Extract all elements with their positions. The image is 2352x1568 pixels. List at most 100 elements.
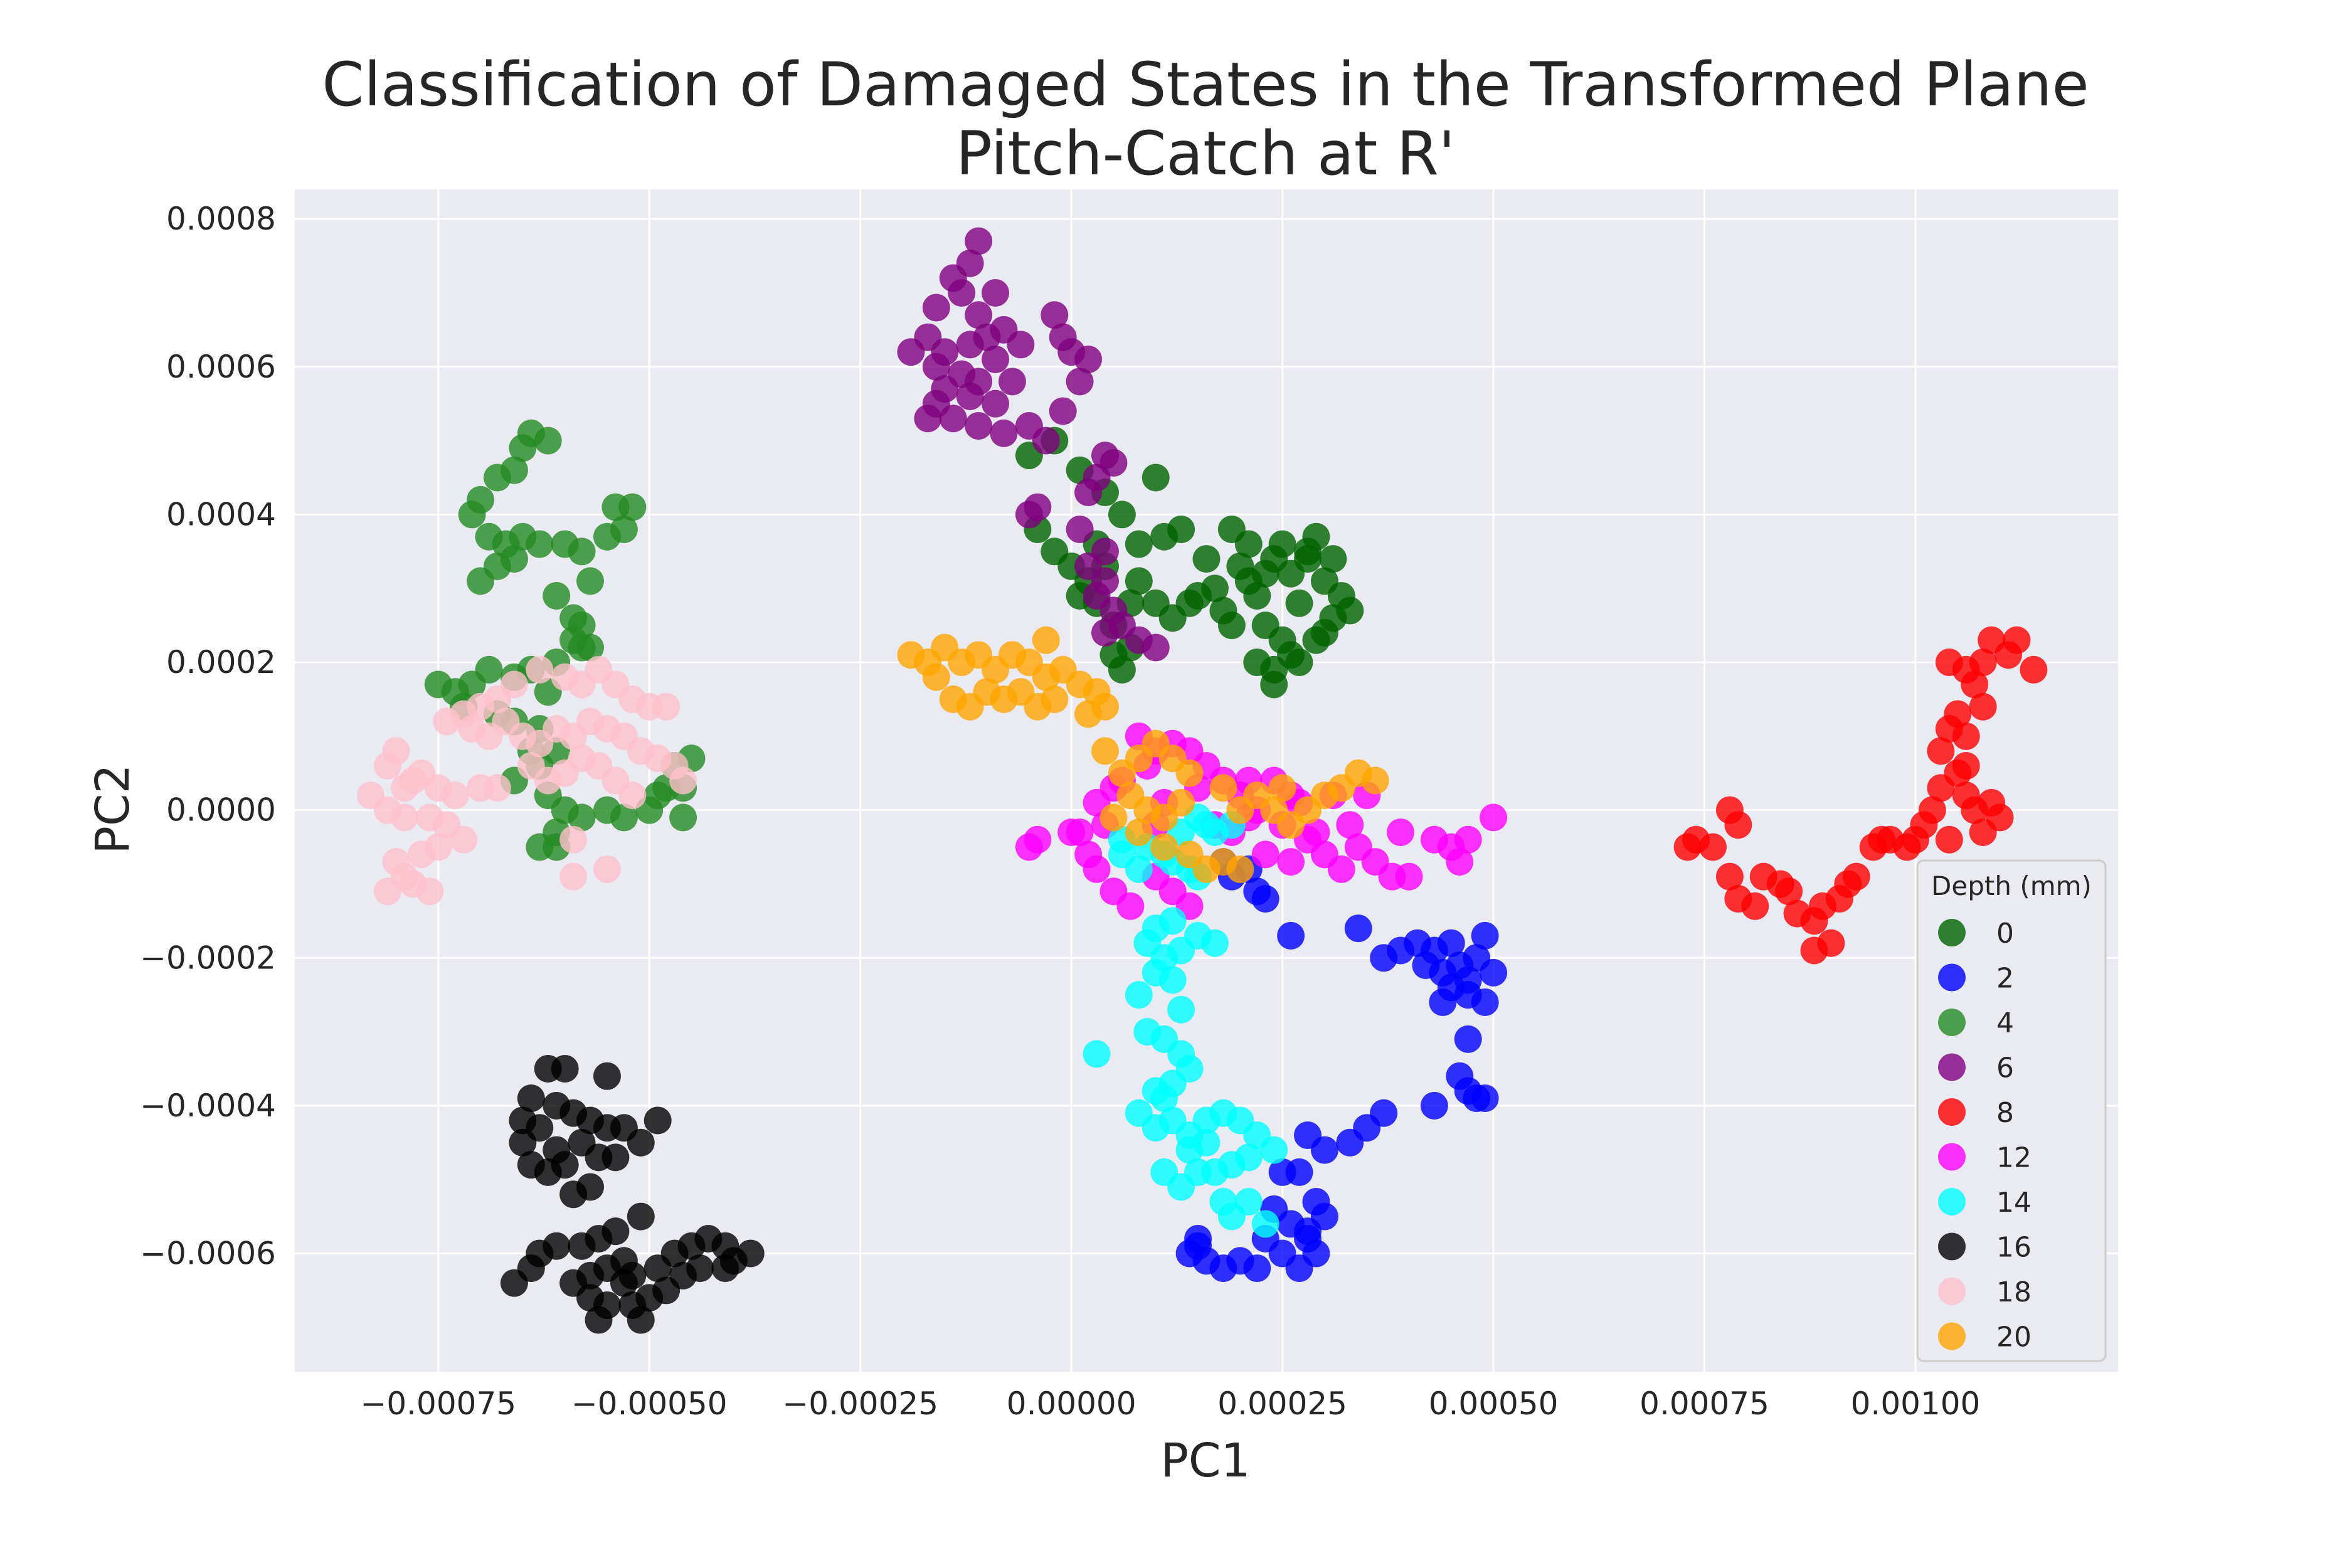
data-point — [922, 294, 950, 322]
data-point — [1868, 825, 1896, 854]
y-tick-labels: −0.0006 −0.0004 −0.0002 0.0000 0.0002 0.0004 0… — [140, 201, 276, 1271]
x-tick-label: 0.00100 — [1851, 1385, 1981, 1422]
data-point — [1251, 559, 1279, 588]
data-point — [1724, 885, 1752, 913]
data-point — [1142, 633, 1170, 662]
data-point — [534, 426, 562, 455]
data-point — [1969, 649, 1997, 676]
data-point — [965, 412, 993, 440]
series-6 — [897, 227, 1170, 662]
data-point — [1251, 885, 1279, 913]
data-point — [1420, 1091, 1448, 1120]
data-point — [1150, 833, 1179, 861]
legend-marker — [1938, 1278, 1966, 1305]
data-point — [1083, 1040, 1111, 1068]
legend-label: 2 — [1996, 963, 2014, 995]
x-tick-labels: −0.00075 −0.00050 −0.00025 0.00000 0.00025 0.… — [360, 1385, 1980, 1422]
data-point — [568, 538, 596, 566]
legend-label: 0 — [1996, 918, 2014, 950]
data-point — [467, 774, 495, 802]
data-point — [1192, 1128, 1221, 1157]
data-point — [1480, 958, 1508, 987]
data-point — [1336, 1128, 1364, 1157]
data-point — [1167, 788, 1195, 817]
data-point — [939, 685, 967, 713]
data-point — [1268, 530, 1296, 558]
x-tick-label: −0.00050 — [571, 1385, 728, 1422]
data-point — [1125, 530, 1153, 558]
data-point — [1327, 855, 1355, 883]
data-point — [390, 803, 418, 832]
data-point — [559, 862, 588, 891]
data-point — [1032, 426, 1060, 455]
data-point — [1294, 1121, 1322, 1149]
data-point — [1099, 803, 1128, 832]
data-point — [551, 1054, 579, 1083]
x-tick-label: −0.00025 — [782, 1385, 938, 1422]
data-point — [998, 368, 1026, 396]
data-point — [948, 278, 976, 307]
data-point — [914, 405, 942, 433]
data-point — [1234, 530, 1263, 558]
y-tick-label: 0.0008 — [166, 201, 276, 237]
data-point — [1125, 567, 1153, 595]
data-point — [1142, 464, 1170, 492]
data-point — [1715, 862, 1744, 891]
data-point — [1150, 1084, 1179, 1113]
x-tick-label: 0.00000 — [1007, 1385, 1136, 1422]
data-point — [1749, 862, 1777, 891]
data-point — [1927, 737, 1955, 765]
data-point — [1192, 545, 1221, 573]
legend-label: 16 — [1996, 1232, 2032, 1264]
data-point — [1150, 1158, 1179, 1186]
data-point — [416, 877, 444, 906]
legend-label: 4 — [1996, 1007, 2014, 1039]
data-point — [576, 567, 605, 595]
data-point — [1024, 825, 1052, 854]
data-point — [382, 737, 410, 765]
data-point — [1969, 818, 1997, 846]
y-tick-label: −0.0006 — [140, 1236, 276, 1272]
data-point — [1142, 958, 1170, 987]
y-tick-label: 0.0000 — [166, 792, 276, 829]
data-point — [1302, 818, 1330, 846]
legend-label: 20 — [1996, 1322, 2032, 1353]
legend-marker — [1938, 919, 1966, 946]
data-points — [357, 227, 2048, 1334]
legend-items: 0 2 4 6 8 12 14 16 18 20 — [1938, 918, 2032, 1353]
chart-title-line-1: Classification of Damaged States in the … — [322, 50, 2089, 120]
y-tick-label: 0.0004 — [166, 496, 276, 532]
legend-marker — [1938, 1053, 1966, 1081]
data-point — [1260, 1136, 1288, 1164]
data-point — [1125, 981, 1153, 1009]
legend-marker — [1938, 1009, 1966, 1036]
data-point — [374, 877, 402, 906]
data-point — [1285, 589, 1313, 617]
legend-label: 6 — [1996, 1052, 2014, 1084]
data-point — [1361, 766, 1389, 795]
data-point — [914, 649, 942, 676]
series-18 — [357, 655, 697, 906]
data-point — [543, 581, 571, 610]
data-point — [526, 655, 554, 684]
data-point — [1268, 774, 1296, 802]
legend-marker — [1938, 1188, 1966, 1216]
data-point — [922, 352, 950, 381]
data-point — [1336, 596, 1364, 625]
data-point — [669, 803, 697, 832]
data-point — [652, 692, 681, 721]
data-point — [1251, 1210, 1279, 1238]
legend-marker — [1938, 1232, 1966, 1261]
data-point — [1217, 1202, 1246, 1231]
data-point — [1066, 515, 1094, 543]
data-point — [433, 707, 461, 736]
data-point — [956, 331, 984, 359]
data-point — [551, 1151, 579, 1179]
data-point — [1184, 1224, 1212, 1253]
x-tick-label: −0.00075 — [360, 1385, 516, 1422]
data-point — [982, 389, 1010, 418]
data-point — [618, 493, 647, 521]
data-point — [2020, 655, 2048, 684]
data-point — [1243, 649, 1271, 676]
data-point — [568, 803, 596, 832]
